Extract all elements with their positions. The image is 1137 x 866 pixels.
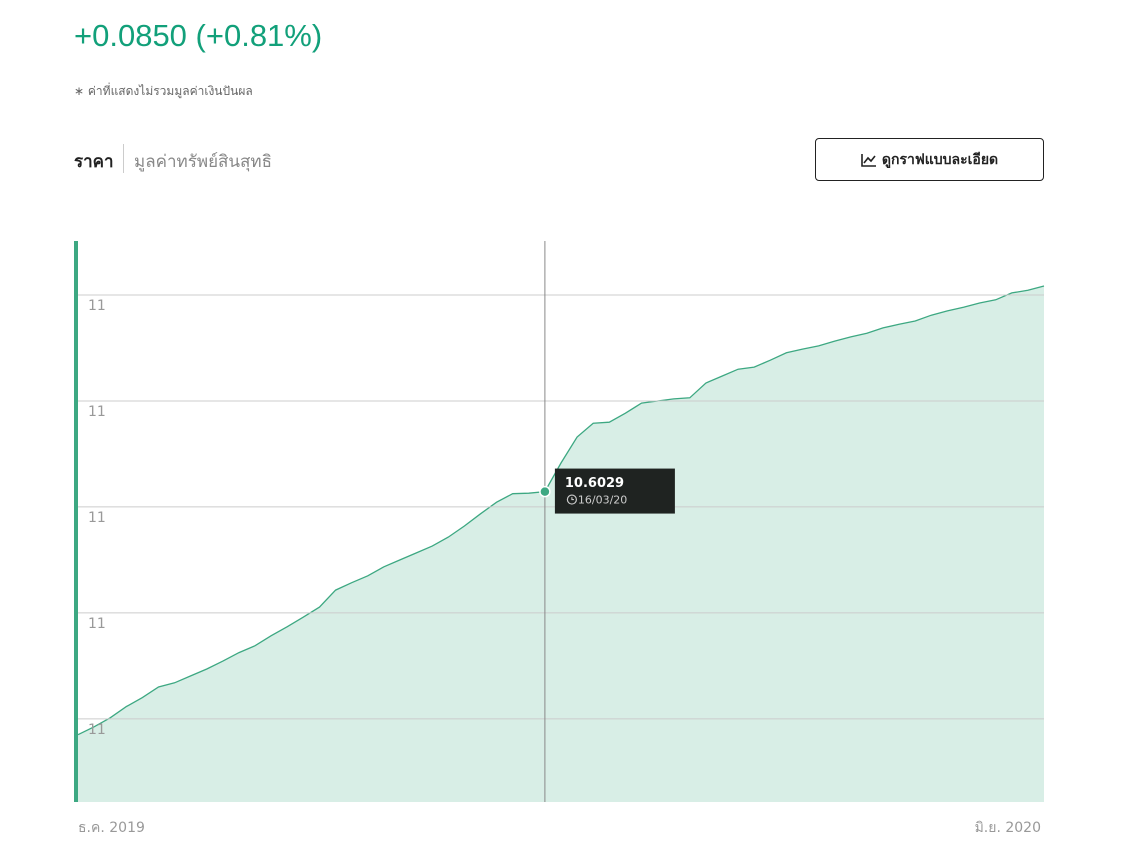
y-tick-label: 11: [88, 298, 106, 314]
change-value: +0.0850 (+0.81%): [74, 18, 323, 53]
tooltip-point: [539, 485, 551, 498]
detail-button[interactable]: ดูกราฟแบบละเอียด: [815, 138, 1044, 181]
tab[interactable]: มูลค่าทรัพย์สินสุทธิ: [134, 152, 273, 172]
tooltip: 10.6029 16/03/20: [554, 468, 675, 514]
y-tick-label: 11: [88, 616, 106, 632]
clock-hands: [571, 497, 574, 501]
tab[interactable]: ราคา: [74, 152, 114, 172]
button-label: ดูกราฟแบบละเอียด: [881, 151, 999, 168]
price-line: [77, 285, 1045, 736]
y-tick-label: 11: [88, 510, 106, 526]
axis-bar: [74, 241, 78, 802]
clock-icon: [566, 494, 578, 505]
x-tick-label: ธ.ค. 2019: [78, 820, 145, 836]
x-tick-label: มิ.ย. 2020: [975, 820, 1041, 836]
y-tick-label: 11: [88, 404, 106, 420]
tab-separator: [123, 144, 124, 173]
area-fill: [78, 286, 1044, 802]
note: ∗ ค่าที่แสดงไม่รวมมูลค่าเงินปันผล: [74, 82, 253, 101]
tooltip-box: [554, 468, 675, 514]
chart-icon: [861, 153, 876, 167]
note-mark: ∗: [74, 84, 85, 98]
tooltip-date: 16/03/20: [578, 494, 627, 507]
tooltip-value: 10.6029: [565, 476, 624, 491]
note-text: ค่าที่แสดงไม่รวมมูลค่าเงินปันผล: [87, 84, 253, 98]
y-tick-label: 11: [88, 722, 106, 738]
